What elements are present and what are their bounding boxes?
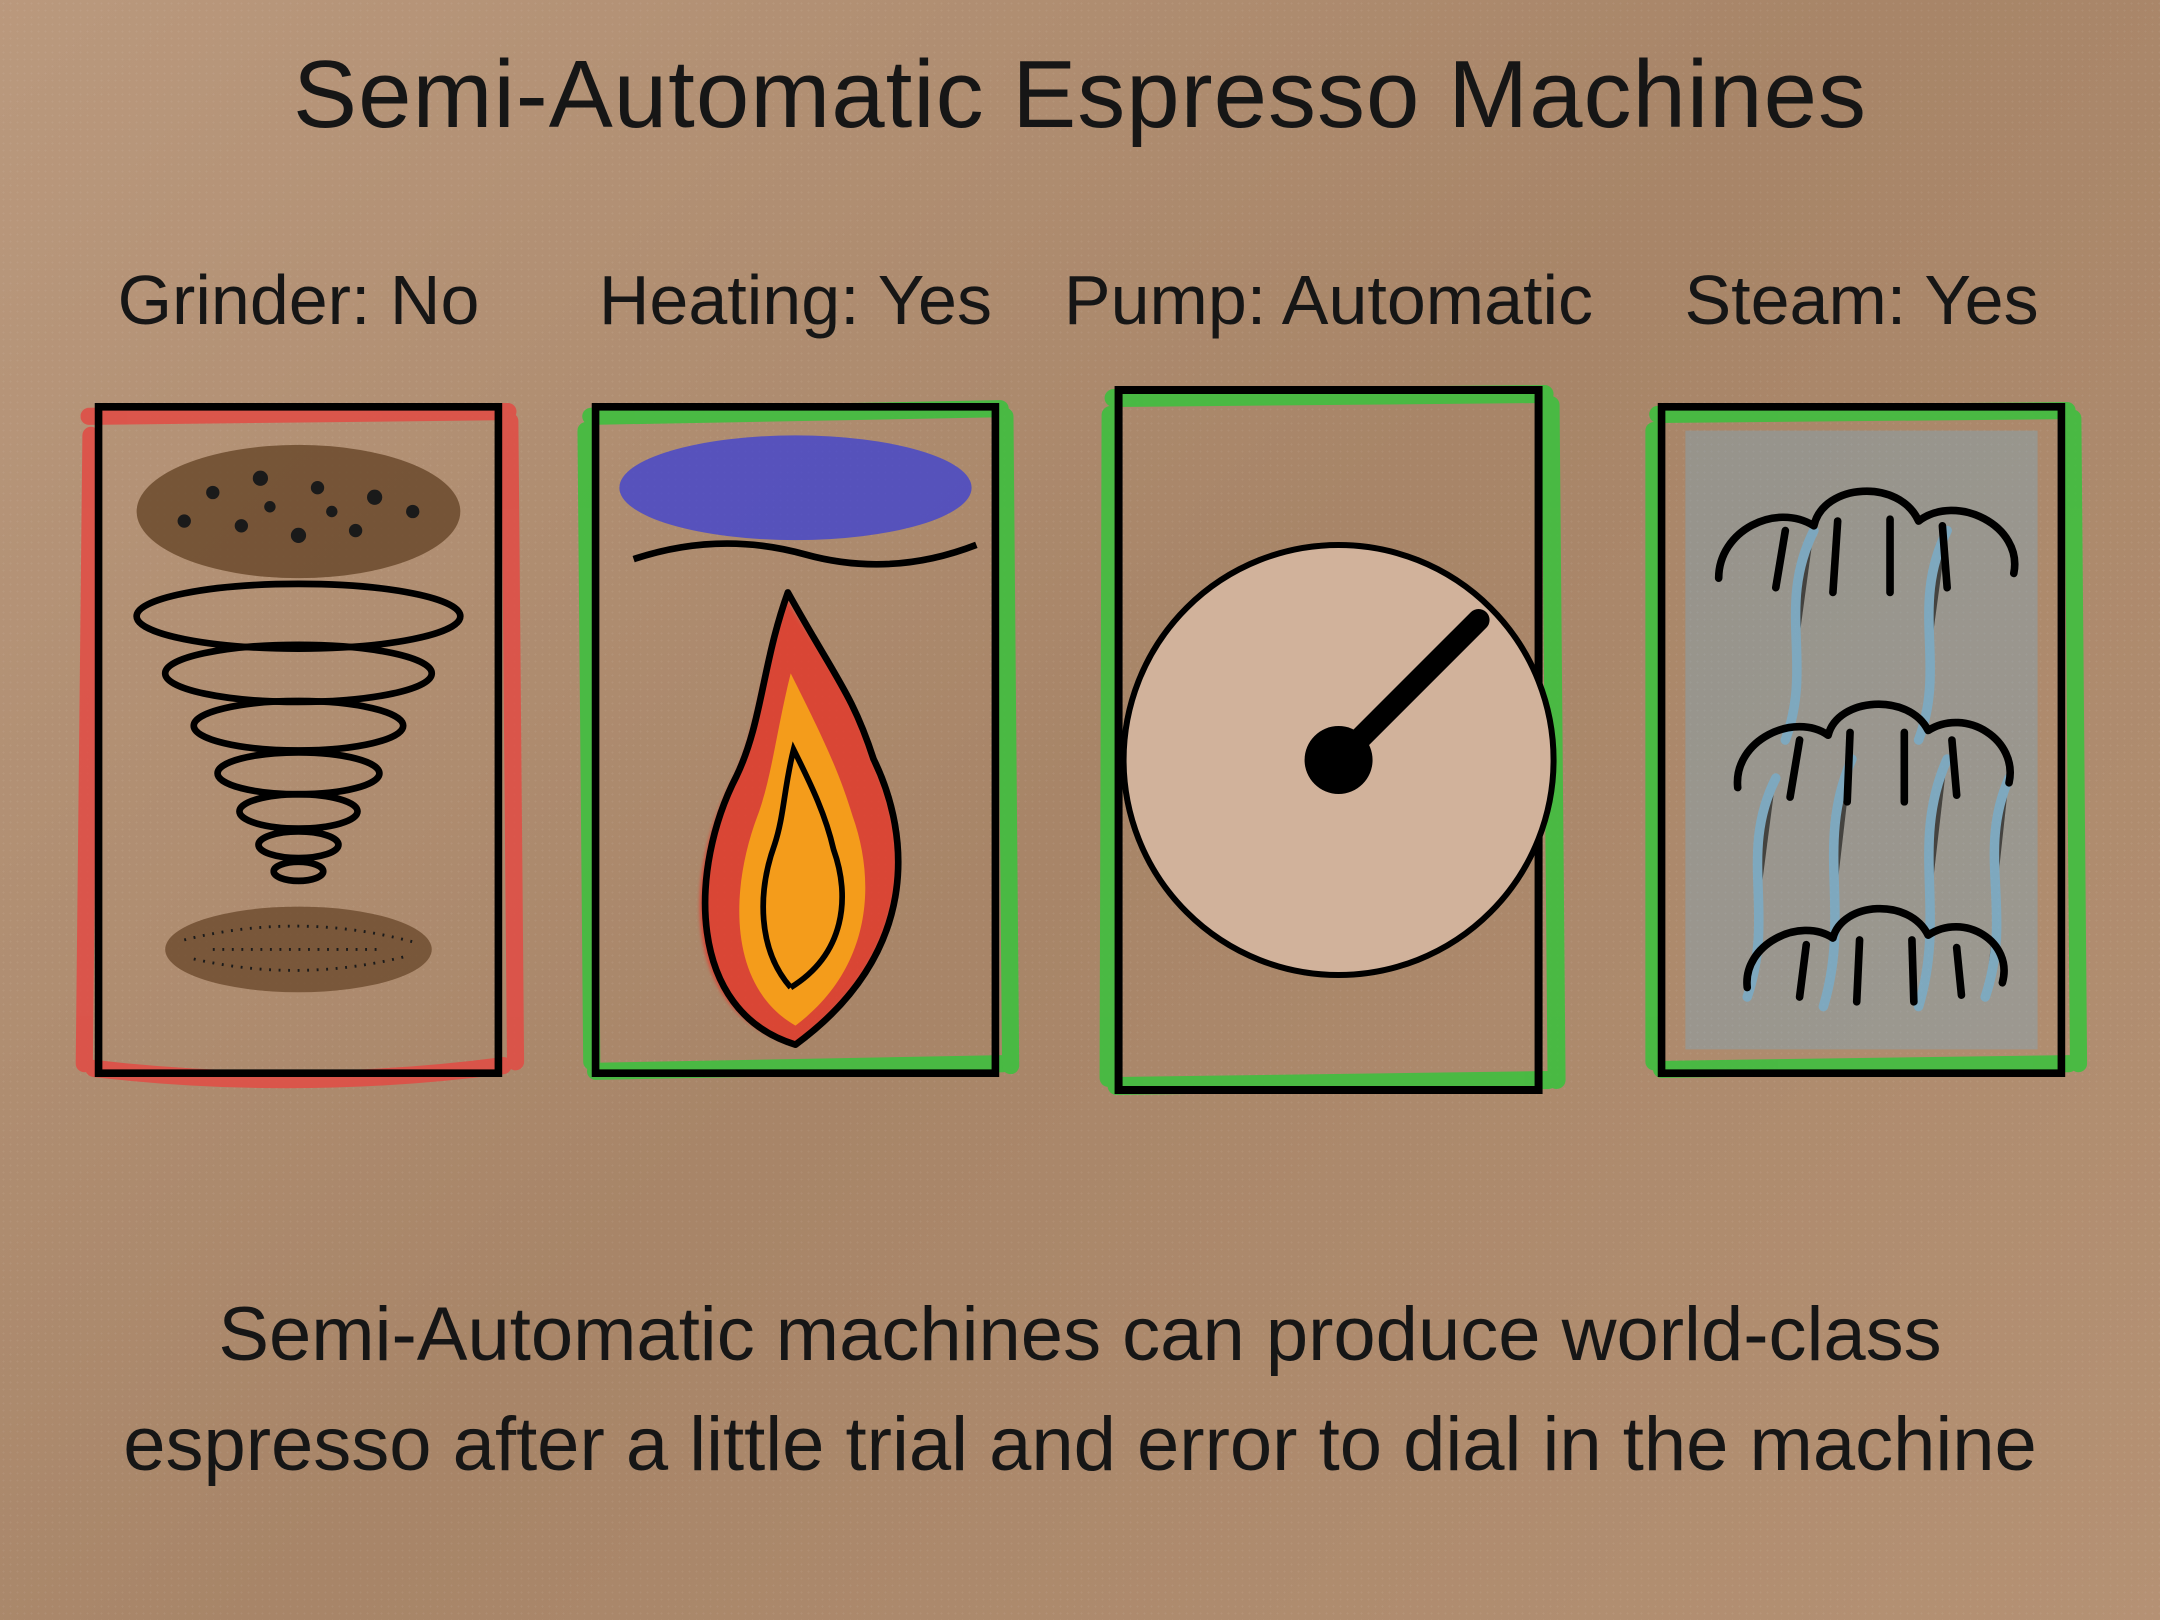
card-grinder-label: Grinder: No [118,260,480,340]
card-steam-label: Steam: Yes [1684,260,2038,340]
card-grinder: Grinder: No [70,260,527,1120]
flame-icon [567,360,1024,1120]
cards-row: Grinder: No [70,260,2090,1120]
page-title: Semi-Automatic Espresso Machines [0,40,2160,150]
card-heating: Heating: Yes [567,260,1024,1120]
gauge-icon [1064,360,1593,1120]
card-pump: Pump: Automatic [1064,260,1593,1120]
steam-icon [1633,360,2090,1120]
grinder-icon [70,360,527,1120]
caption-text: Semi-Automatic machines can produce worl… [120,1280,2040,1500]
card-pump-label: Pump: Automatic [1064,260,1593,340]
card-heating-label: Heating: Yes [599,260,992,340]
card-steam: Steam: Yes [1633,260,2090,1120]
